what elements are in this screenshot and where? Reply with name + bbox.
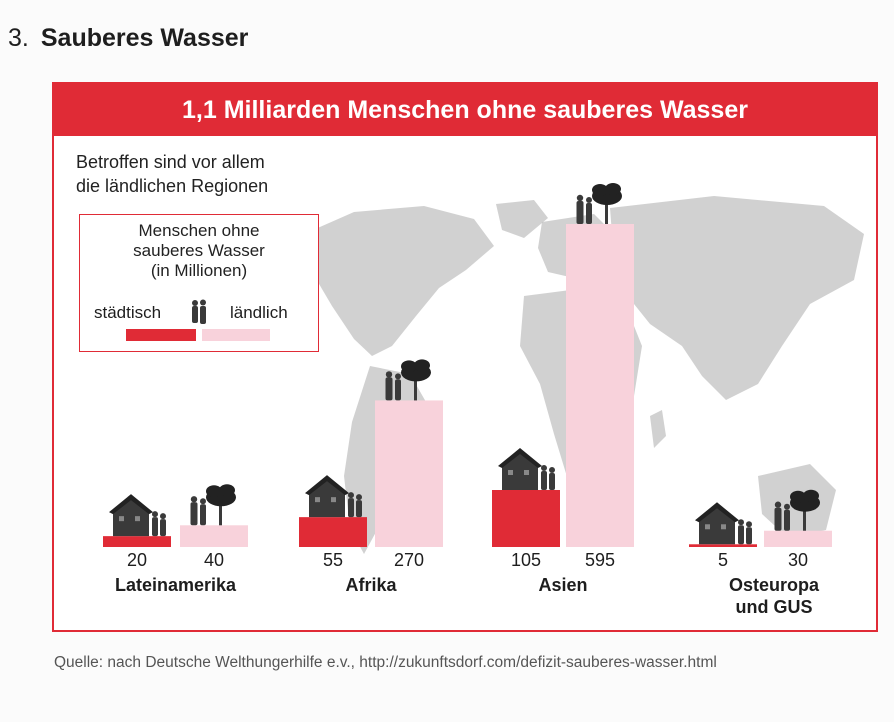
bar-urban-0: [103, 536, 171, 547]
legend-label-urban: städtisch: [94, 303, 162, 322]
house-with-people-icon: [498, 448, 555, 490]
legend-swatch-urban: [126, 329, 196, 341]
bar-chart: 20 40 Lateinamerika 55 270 Afrika 105 595 Asien 5…: [103, 183, 864, 617]
bar-icons: [109, 183, 820, 545]
value-label-urban-3: 5: [718, 550, 728, 570]
section-title: Sauberes Wasser: [40, 24, 249, 52]
people-with-tree-icon: [385, 359, 431, 401]
legend-swatch-rural: [202, 329, 270, 341]
house-with-people-icon: [305, 475, 362, 518]
value-label-rural-3: 30: [788, 550, 808, 570]
house-with-people-icon: [109, 494, 166, 537]
value-label-rural-1: 270: [394, 550, 424, 570]
value-label-rural-2: 595: [585, 550, 615, 570]
bar-urban-2: [492, 490, 560, 547]
category-label-3: Osteuropa und GUS: [729, 575, 820, 617]
bar-rural-2: [566, 224, 634, 547]
value-label-rural-0: 40: [204, 550, 224, 570]
bar-urban-3: [689, 544, 757, 547]
chart-title: 1,1 Milliarden Menschen ohne sauberes Wa…: [54, 84, 876, 136]
legend: Menschen ohne sauberes Wasser (in Millio…: [79, 214, 319, 352]
bar-rural-1: [375, 400, 443, 547]
map-asia: [610, 196, 864, 400]
infographic-frame: 20 40 Lateinamerika 55 270 Afrika 105 595 Asien 5…: [52, 82, 878, 632]
people-with-tree-icon: [774, 489, 820, 531]
bar-labels: 20 40 Lateinamerika 55 270 Afrika 105 595 Asien 5…: [115, 550, 820, 617]
two-people-icon: [192, 299, 206, 324]
value-label-urban-0: 20: [127, 550, 147, 570]
people-with-tree-icon: [190, 484, 236, 526]
value-label-urban-1: 55: [323, 550, 343, 570]
category-label-1: Afrika: [345, 575, 397, 595]
bar-urban-1: [299, 517, 367, 547]
legend-title: Menschen ohne sauberes Wasser (in Millio…: [133, 221, 265, 280]
bars: [103, 224, 832, 547]
category-label-0: Lateinamerika: [115, 575, 237, 595]
house-with-people-icon: [695, 502, 752, 545]
map-greenland: [496, 200, 548, 238]
map-north-america: [304, 206, 494, 356]
section-number: 3.: [8, 24, 29, 52]
people-with-tree-icon: [576, 183, 622, 224]
source-note: Quelle: nach Deutsche Welthungerhilfe e.…: [54, 654, 717, 671]
category-label-2: Asien: [538, 575, 587, 595]
map-madagascar: [650, 410, 666, 448]
value-label-urban-2: 105: [511, 550, 541, 570]
chart-subtitle: Betroffen sind vor allem die ländlichen …: [76, 152, 269, 196]
section-heading: 3. Sauberes Wasser: [8, 24, 248, 53]
bar-rural-3: [764, 530, 832, 547]
legend-label-rural: ländlich: [230, 303, 288, 322]
bar-rural-0: [180, 525, 248, 547]
